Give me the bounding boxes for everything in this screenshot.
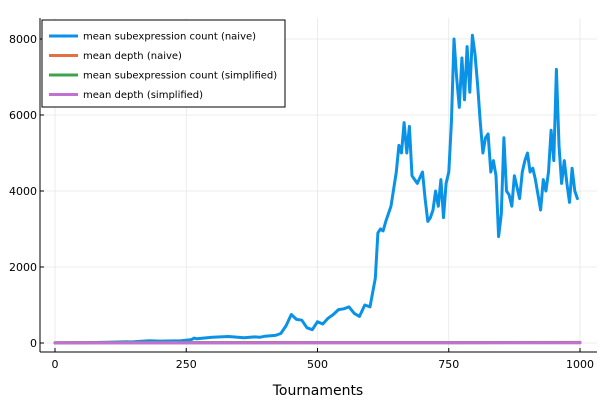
x-tick-label: 1000 [566, 358, 594, 371]
legend: mean subexpression count (naive) mean dep… [41, 19, 286, 108]
legend-entry-label: mean depth (naive) [83, 51, 182, 62]
x-tick-label: 750 [438, 358, 459, 371]
x-tick-label: 500 [307, 358, 328, 371]
y-tick-label: 6000 [9, 109, 37, 122]
legend-entry-label: mean subexpression count (simplified) [83, 71, 277, 82]
x-axis-label: Tournaments [272, 383, 363, 399]
y-tick-label: 0 [30, 337, 37, 350]
tick-labels: 0 250 500 750 1000 0 2000 4000 6000 8000 [9, 33, 594, 371]
y-tick-label: 4000 [9, 185, 37, 198]
legend-box [41, 19, 286, 108]
x-tick-label: 250 [176, 358, 197, 371]
legend-entry-label: mean depth (simplified) [83, 90, 203, 101]
x-tick-label: 0 [52, 358, 59, 371]
y-tick-label: 2000 [9, 261, 37, 274]
series-line-1 [53, 33, 579, 345]
series-lines [53, 33, 582, 345]
y-tick-label: 8000 [9, 33, 37, 46]
legend-entry-label: mean subexpression count (naive) [83, 32, 256, 43]
